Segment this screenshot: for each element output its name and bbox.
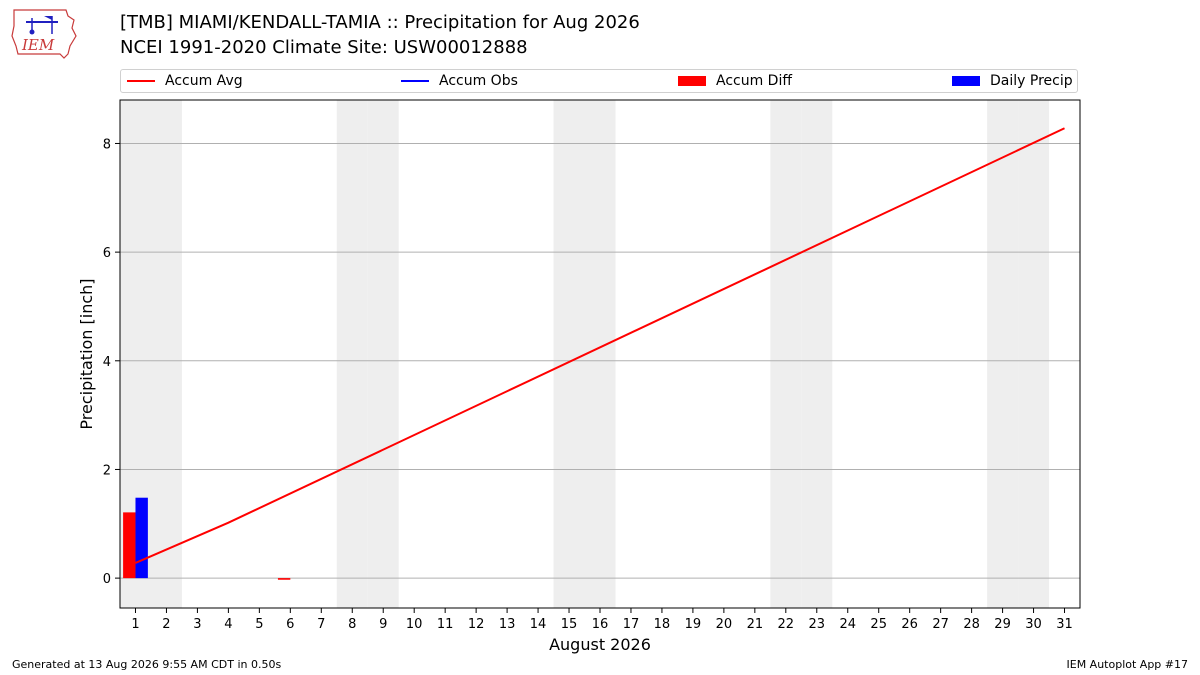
footer-app-id: IEM Autoplot App #17 (1066, 658, 1189, 671)
x-tick-label: 26 (901, 617, 918, 632)
x-tick-label: 29 (994, 617, 1011, 632)
legend-item-daily-precip: Daily Precip (952, 70, 1073, 92)
y-tick-label: 2 (103, 463, 111, 478)
weekend-band (150, 100, 182, 608)
x-tick-label: 4 (224, 617, 232, 632)
bar-accum-diff (277, 578, 291, 580)
x-tick-label: 6 (286, 617, 294, 632)
legend-swatch (127, 80, 155, 82)
y-axis-label: Precipitation [inch] (77, 278, 96, 429)
legend-item-accum-obs: Accum Obs (401, 70, 518, 92)
x-tick-label: 11 (437, 617, 454, 632)
x-tick-label: 24 (839, 617, 856, 632)
weekend-band (367, 100, 399, 608)
weekend-band (336, 100, 368, 608)
x-tick-label: 3 (193, 617, 201, 632)
x-tick-label: 19 (685, 617, 702, 632)
weekend-band (1018, 100, 1050, 608)
weekend-band (553, 100, 585, 608)
weekend-shading (120, 100, 1050, 608)
iem-logo: IEM (11, 9, 77, 59)
legend-label: Accum Diff (716, 73, 793, 89)
x-tick-label: 14 (530, 617, 547, 632)
legend-label: Daily Precip (990, 73, 1073, 89)
legend-swatch (952, 76, 980, 86)
legend-label: Accum Avg (165, 73, 243, 89)
legend-item-accum-diff: Accum Diff (678, 70, 792, 92)
x-tick-label: 31 (1056, 617, 1073, 632)
x-tick-label: 23 (809, 617, 826, 632)
weekend-band (770, 100, 802, 608)
chart-title: [TMB] MIAMI/KENDALL-TAMIA :: Precipitati… (120, 12, 640, 33)
x-tick-label: 16 (592, 617, 609, 632)
y-tick-label: 8 (103, 137, 111, 152)
grid-lines (120, 142, 1080, 579)
bars (123, 497, 291, 580)
weekend-band (584, 100, 616, 608)
series-lines (135, 127, 1065, 564)
x-tick-label: 25 (870, 617, 887, 632)
x-axis-ticks: 1 2 3 4 5 6 7 8 9 10 11 12 13 14 15 16 17 18 19 20 21 22 23 24 2… (131, 608, 1073, 632)
legend-swatch (401, 80, 429, 82)
legend-item-accum-avg: Accum Avg (127, 70, 243, 92)
y-tick-label: 4 (103, 355, 111, 370)
x-axis-label: August 2026 (549, 635, 651, 654)
weekend-band (987, 100, 1019, 608)
footer-generated: Generated at 13 Aug 2026 9:55 AM CDT in … (12, 658, 282, 671)
legend-label: Accum Obs (439, 73, 518, 89)
x-tick-label: 5 (255, 617, 263, 632)
x-tick-label: 18 (654, 617, 671, 632)
legend-swatch (678, 76, 706, 86)
weekend-band (801, 100, 833, 608)
chart-subtitle: NCEI 1991-2020 Climate Site: USW00012888 (120, 37, 528, 58)
x-tick-label: 8 (348, 617, 356, 632)
weather-station-icon (26, 16, 58, 35)
x-tick-label: 21 (747, 617, 764, 632)
y-tick-label: 6 (103, 246, 111, 261)
logo-text: IEM (21, 36, 55, 54)
x-tick-label: 27 (932, 617, 949, 632)
chart-legend: Accum Avg Accum Obs Accum Diff Daily Pre… (120, 69, 1078, 93)
bar-daily-precip (135, 497, 148, 579)
x-tick-label: 1 (131, 617, 139, 632)
x-tick-label: 30 (1025, 617, 1042, 632)
x-tick-label: 2 (162, 617, 170, 632)
y-axis-ticks: 0 2 4 6 8 (103, 137, 120, 587)
x-tick-label: 28 (963, 617, 980, 632)
x-tick-label: 7 (317, 617, 325, 632)
y-tick-label: 0 (103, 572, 111, 587)
x-tick-label: 13 (499, 617, 516, 632)
x-tick-label: 12 (468, 617, 485, 632)
x-tick-label: 15 (561, 617, 578, 632)
bar-accum-diff (123, 512, 136, 579)
line-accum-avg (135, 127, 1065, 564)
x-tick-label: 9 (379, 617, 387, 632)
x-tick-label: 22 (778, 617, 795, 632)
x-tick-label: 20 (716, 617, 733, 632)
x-tick-label: 17 (623, 617, 640, 632)
x-tick-label: 10 (406, 617, 423, 632)
